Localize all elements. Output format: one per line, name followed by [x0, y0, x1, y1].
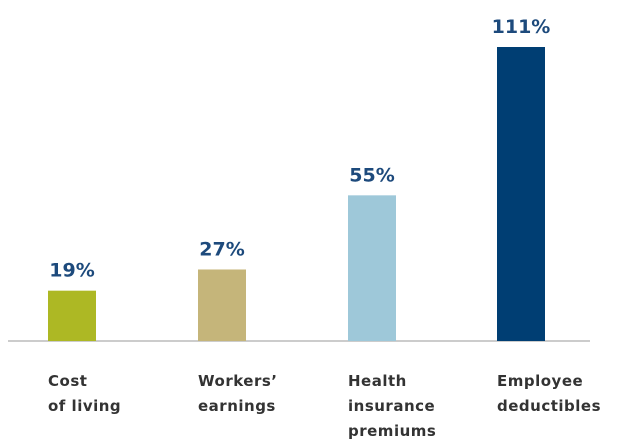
bar [348, 195, 396, 341]
value-label: 111% [492, 16, 551, 38]
category-label: Employee [497, 372, 583, 390]
category-label: Cost [48, 372, 87, 390]
category-label: deductibles [497, 397, 601, 415]
category-label: earnings [198, 397, 276, 415]
value-label: 27% [199, 238, 244, 260]
category-label: of living [48, 397, 121, 415]
bar [48, 290, 96, 341]
value-label: 55% [349, 164, 394, 186]
value-label: 19% [49, 260, 94, 282]
category-label: Health [348, 372, 407, 390]
category-label: Workers’ [198, 372, 277, 390]
category-label: premiums [348, 422, 436, 440]
bar [198, 269, 246, 341]
category-label: insurance [348, 397, 435, 415]
bar [497, 47, 545, 341]
